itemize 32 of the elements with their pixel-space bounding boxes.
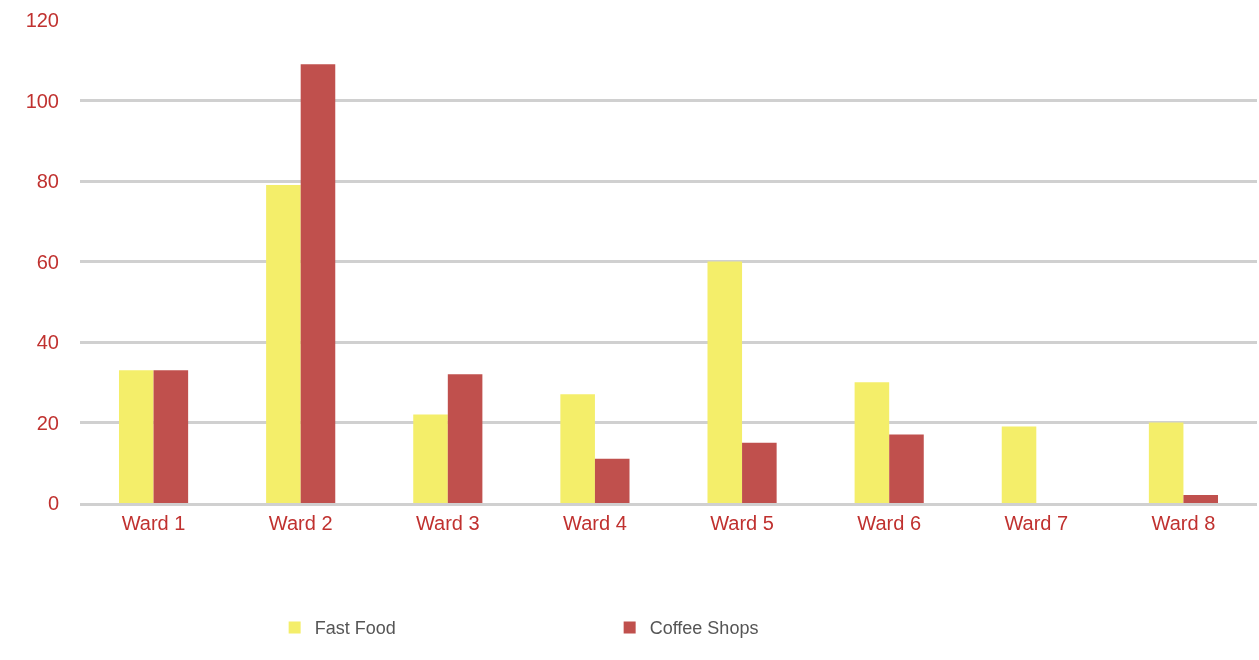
x-tick-label: Ward 2 (268, 512, 333, 534)
y-tick-label: 20 (36, 411, 59, 434)
x-tick-label: Ward 7 (1004, 512, 1069, 534)
bar (413, 414, 448, 503)
x-tick-label: Ward 3 (415, 512, 480, 534)
legend-label: Fast Food (314, 618, 396, 639)
bar (560, 394, 595, 503)
x-tick-label: Ward 4 (563, 512, 627, 534)
x-tick-label: Ward 6 (857, 512, 922, 534)
y-tick-label: 60 (36, 250, 59, 273)
bar (1001, 426, 1037, 503)
bar (118, 370, 154, 503)
bar (447, 374, 483, 503)
bar (266, 185, 301, 503)
x-tick-label: Ward 1 (121, 512, 186, 534)
bar (889, 434, 924, 503)
bar (153, 370, 189, 503)
y-tick-label: 40 (36, 331, 59, 353)
x-tick-label: Ward 8 (1151, 512, 1216, 534)
bar (1183, 494, 1219, 503)
bar (594, 458, 630, 503)
y-tick-label: 0 (47, 492, 59, 514)
x-tick-label: Ward 5 (710, 512, 774, 534)
y-tick-label: 120 (25, 9, 59, 31)
y-tick-label: 100 (25, 89, 59, 112)
bar (1148, 422, 1184, 503)
bar (742, 442, 777, 503)
legend-label: Coffee Shops (649, 618, 759, 639)
bar (300, 64, 336, 503)
bar (854, 382, 890, 503)
y-tick-label: 80 (36, 170, 59, 192)
bar (707, 261, 743, 503)
